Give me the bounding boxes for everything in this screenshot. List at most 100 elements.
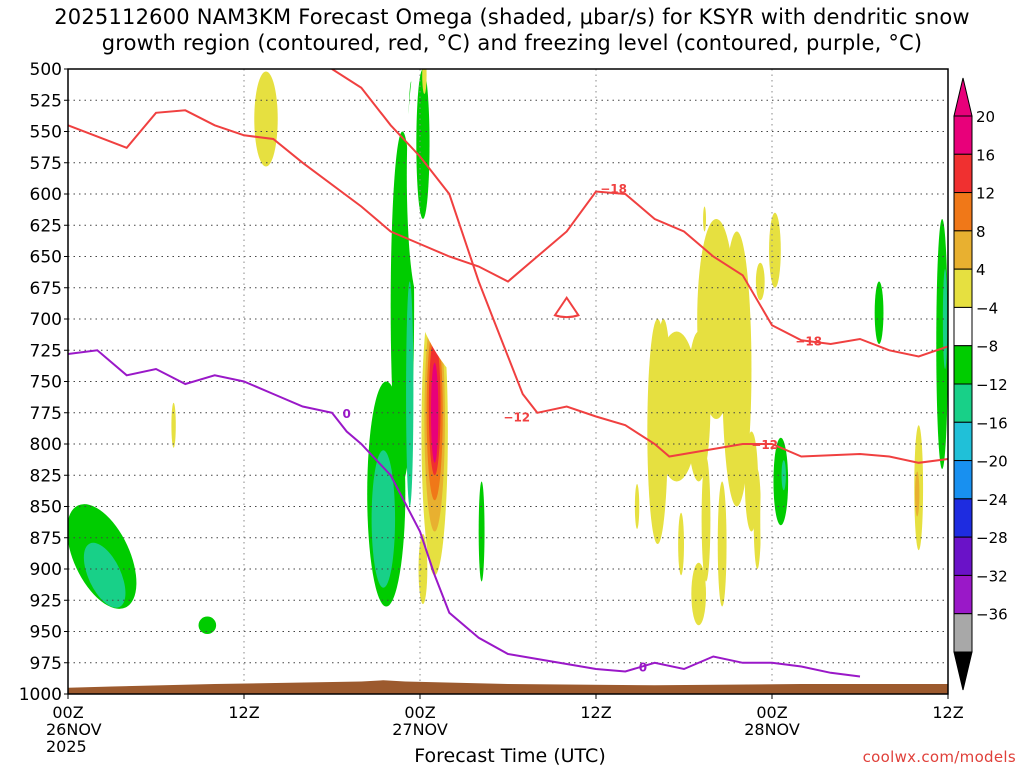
omega-blob-7 (171, 402, 176, 448)
contour-label-4: −12 (751, 438, 778, 452)
contour-label-6: 0 (639, 661, 647, 675)
x-tick-label-36-0: 12Z (580, 703, 611, 722)
colorbar-label-6: −4 (976, 299, 998, 317)
colorbar-swatch-7 (953, 345, 973, 385)
x-tick-label-0-1: 26NOV (46, 720, 102, 739)
omega-blob-4 (141, 556, 165, 657)
y-tick-label-850: 850 (30, 498, 62, 518)
omega-blob-6 (198, 616, 217, 634)
colorbar-swatch-1 (953, 115, 973, 155)
omega-blob-54 (773, 437, 789, 526)
omega-blob-48 (744, 431, 759, 532)
contour-label-3: −12 (503, 411, 530, 425)
colorbar-label-14: −36 (976, 606, 1008, 624)
y-tick-label-950: 950 (30, 623, 62, 643)
grid-lines (68, 69, 948, 694)
y-tick-label-725: 725 (30, 341, 62, 361)
temperature-contours (68, 69, 948, 678)
y-tick-label-825: 825 (30, 466, 62, 486)
y-tick-label-775: 775 (30, 404, 62, 424)
omega-blob-26 (422, 69, 427, 94)
omega-blob-43 (722, 231, 752, 507)
colorbar-label-10: −20 (976, 453, 1008, 471)
omega-blob-37 (634, 484, 640, 529)
omega-blob-56 (794, 412, 803, 576)
y-tick-label-650: 650 (30, 248, 62, 268)
chart-title: 2025112600 NAM3KM Forecast Omega (shaded… (0, 4, 1024, 56)
contour-minus-18-line (68, 109, 948, 358)
omega-blob-45 (717, 481, 727, 607)
x-tick-label-48-0: 00Z (756, 703, 787, 722)
colorbar-swatch-8 (953, 383, 973, 423)
colorbar-swatch-13 (953, 574, 973, 615)
contour-labels: −18 −18 −12 −12 0 0 (342, 182, 822, 675)
colorbar-label-13: −32 (976, 567, 1008, 585)
y-tick-label-875: 875 (30, 529, 62, 549)
contour-minus-18-closed-loop (553, 295, 580, 319)
omega-blob-24 (431, 362, 439, 463)
omega-blob-44 (701, 456, 711, 582)
terrain-surface (68, 680, 948, 694)
colorbar-label-5: 4 (976, 261, 986, 279)
x-tick-label-24-0: 00Z (404, 703, 435, 722)
y-tick-label-700: 700 (30, 310, 62, 330)
colorbar-label-7: −8 (976, 338, 998, 356)
omega-shading (68, 69, 948, 657)
omega-blob-29 (467, 126, 507, 312)
omega-blob-16 (406, 281, 414, 507)
x-tick-label-0-0: 00Z (52, 703, 83, 722)
omega-blob-35 (560, 262, 576, 301)
colorbar-top-cap (953, 77, 973, 117)
omega-blob-14 (371, 450, 396, 588)
x-axis-label: Forecast Time (UTC) (414, 745, 606, 767)
y-tick-label-1000: 1000 (19, 685, 62, 705)
y-tick-label-525: 525 (30, 91, 62, 111)
colorbar-label-9: −16 (976, 414, 1008, 432)
colorbar-label-2: 16 (976, 146, 995, 164)
omega-blob-58 (833, 437, 852, 576)
y-tick-label-900: 900 (30, 560, 62, 580)
contour-0-line (68, 349, 861, 678)
omega-blob-32 (478, 481, 485, 582)
colorbar-swatch-9 (953, 421, 973, 462)
colorbar-swatch-2 (953, 153, 973, 194)
colorbar-bottom-cap (953, 651, 973, 691)
terrain-layer (68, 680, 948, 694)
colorbar: 20 16 12 8 4 −4 −8 −12 −16 −20 −24 −28 −32 −36 (953, 77, 1008, 691)
omega-blob-40 (654, 331, 699, 482)
colorbar-label-1: 20 (976, 108, 995, 126)
omega-blob-60 (874, 281, 884, 344)
omega-blob-8 (254, 71, 278, 167)
contour-label-2: −18 (795, 334, 822, 348)
colorbar-label-8: −12 (976, 376, 1008, 394)
omega-blob-52 (703, 206, 706, 232)
y-tick-label-750: 750 (30, 373, 62, 393)
omega-blob-65 (942, 269, 948, 369)
colorbar-label-3: 12 (976, 185, 995, 203)
y-tick-label-975: 975 (30, 654, 62, 674)
omega-blob-30 (493, 125, 508, 213)
colorbar-swatch-12 (953, 536, 973, 576)
x-tick-label-60-0: 12Z (932, 703, 963, 722)
omega-blob-34 (519, 334, 562, 429)
x-tick-label-0-2: 2025 (46, 737, 87, 756)
y-tick-label-675: 675 (30, 279, 62, 299)
y-tick-label-800: 800 (30, 435, 62, 455)
omega-blob-51 (691, 562, 707, 626)
y-tick-label-550: 550 (30, 123, 62, 143)
omega-blob-25 (418, 534, 428, 604)
x-tick-label-12-0: 12Z (228, 703, 259, 722)
contour-label-1: −18 (600, 182, 627, 196)
site-credit: coolwx.com/models (862, 748, 1016, 766)
y-tick-label-575: 575 (30, 154, 62, 174)
colorbar-swatch-6 (953, 306, 973, 347)
x-tick-label-48-1: 28NOV (744, 720, 800, 739)
contour-label-5: 0 (342, 407, 350, 421)
y-axis: 500 525 550 575 600 625 650 675 700 725 750 775 800 8… (19, 60, 68, 705)
omega-blob-27 (414, 264, 508, 399)
y-tick-label-600: 600 (30, 185, 62, 205)
omega-blob-9 (343, 400, 356, 563)
omega-blob-62 (915, 471, 920, 517)
